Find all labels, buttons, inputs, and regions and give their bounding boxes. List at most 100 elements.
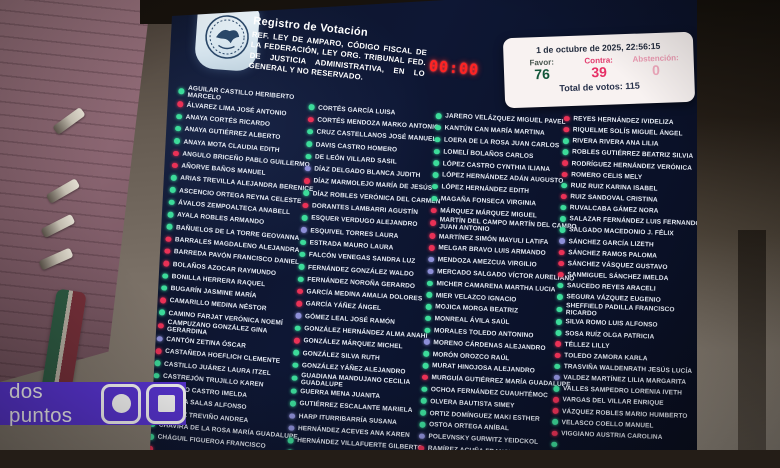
vote-dot-favor [426,292,432,298]
vote-dot-favor [432,172,439,178]
vote-dot-favor [419,421,426,428]
vote-dot-contra [555,341,561,348]
vote-dot-favor [305,153,312,160]
vote-dot-neutral [289,412,295,419]
vote-dot-favor [425,303,432,310]
vote-dot-contra [302,202,309,209]
vote-dot-neutral [295,313,302,319]
vote-dot-favor [306,128,313,135]
vote-dot-favor [560,204,566,211]
voting-board-screen: Registro de Votación REF. LEY DE AMPARO,… [150,0,697,450]
vote-dot-favor [166,223,173,230]
vote-dot-neutral [288,425,295,432]
contra-count: Contra: 39 [584,55,614,81]
vote-dot-contra [293,337,300,344]
vote-dot-favor [292,362,299,368]
vote-dot-favor [555,319,562,325]
vote-dot-favor [286,449,293,450]
vote-dot-favor [431,183,438,190]
vote-dot-neutral [418,433,425,440]
vote-dot-favor [561,182,567,189]
vote-dot-favor [555,330,562,336]
vote-dot-contra [554,352,561,359]
vote-dot-favor [178,88,185,95]
vote-dot-favor [426,280,433,287]
vote-dot-favor [168,199,175,206]
vote-dot-favor [169,187,176,194]
summary-panel: 1 de octubre de 2025, 22:56:15 Favor: 76… [502,31,696,109]
vote-dot-favor [553,385,560,392]
vote-dot-contra [560,193,567,200]
vote-dot-contra [430,207,437,214]
vote-dot-neutral [423,339,430,345]
favor-count: Favor: 76 [529,57,555,83]
vote-dot-neutral [428,256,434,263]
vote-dot-contra [552,408,559,414]
chamber-wall-right [694,0,780,450]
vote-dot-contra [159,297,166,304]
vote-dot-favor [421,386,428,393]
vote-dot-contra [157,322,164,329]
legislator-name: HERRERA DAGDUG JOSÉ SABINO [296,449,408,464]
vote-dot-contra [558,260,564,267]
vote-dot-favor [434,124,441,131]
legislator-name: TÉLLEZ LILLY [564,340,610,350]
vote-dot-favor [174,125,181,132]
coat-of-arms-seal-icon [193,3,261,73]
vote-dot-favor [433,148,440,155]
abstencion-count: Abstención: 0 [632,53,679,79]
vote-dot-favor [162,272,168,279]
vote-dot-neutral [304,165,311,172]
vote-dot-favor [562,149,569,155]
vote-dot-favor [158,309,165,316]
vote-dot-favor [299,251,306,258]
vote-dot-favor [154,360,161,367]
vote-dot-favor [297,276,304,283]
vote-dot-favor [424,327,431,334]
vote-dot-contra [429,220,436,227]
vote-dot-contra [563,126,569,133]
vote-dot-contra [163,260,170,267]
vote-dot-favor [419,409,426,416]
vote-dot-contra [296,300,302,307]
vote-dot-favor [434,136,441,143]
vote-dot-neutral [427,268,434,275]
vote-dot-favor [562,138,569,144]
vote-dot-contra [563,115,570,122]
vote-dot-favor [170,174,177,181]
vote-dot-favor [435,113,442,119]
vote-dot-contra [165,236,172,243]
vote-dot-contra [177,101,183,108]
vote-dot-favor [173,138,180,145]
vote-dot-favor [291,375,298,382]
vote-dot-contra [558,249,565,256]
vote-dot-favor [433,160,439,167]
vote-dot-contra [421,374,428,381]
vote-dot-favor [167,211,174,218]
vote-dot-favor [298,263,305,270]
vote-dot-contra [428,244,435,251]
vote-dot-favor [559,227,566,233]
vote-dot-contra [561,171,568,178]
vote-dot-contra [429,233,436,239]
vote-dot-neutral [558,238,565,244]
vote-dot-favor [556,306,563,313]
vote-dot-favor [292,349,299,356]
vote-dot-neutral [553,374,560,381]
vote-dot-favor [556,293,563,300]
vote-dot-favor [287,437,294,444]
vote-dot-contra [307,116,314,123]
vote-dot-favor [552,419,558,425]
vote-dot-contra [296,288,303,295]
vote-dot-contra [164,248,171,255]
name-column-4: REYES HERNÁNDEZ IVIDELIZA RIQUELME SOLÍS … [551,113,697,450]
vote-dot-favor [557,282,563,289]
vote-dot-favor [301,214,308,221]
vote-dot-contra [303,178,310,184]
wall-shadow-band [738,230,766,450]
circle-logo-icon [101,383,141,424]
vote-dot-favor [290,388,297,395]
vote-dot-favor [303,190,309,197]
vote-dot-favor [299,239,306,246]
vote-dot-contra [418,445,424,450]
